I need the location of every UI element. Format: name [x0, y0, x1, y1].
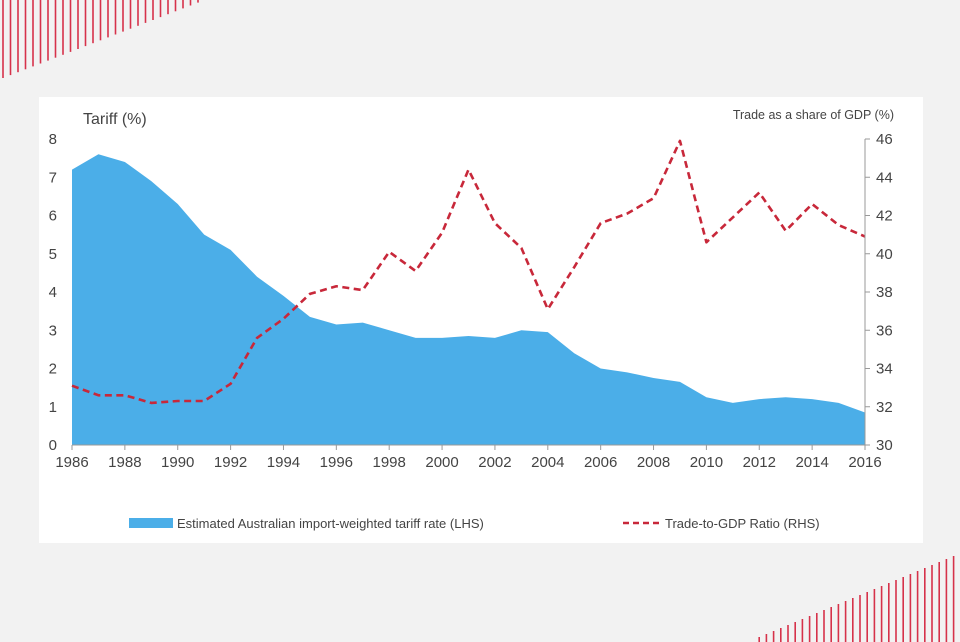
legend-swatch-tariff — [129, 518, 173, 528]
x-tick-label: 2000 — [425, 454, 458, 471]
x-tick-label: 1996 — [320, 454, 353, 471]
x-tick-label: 2014 — [795, 454, 828, 471]
line-layer — [71, 139, 866, 405]
left-tick-label: 2 — [49, 361, 57, 378]
right-axis-label: Trade as a share of GDP (%) — [733, 108, 894, 122]
left-tick-label: 7 — [49, 169, 57, 186]
left-tick-label: 1 — [49, 399, 57, 416]
x-tick-label: 1998 — [373, 454, 406, 471]
decorative-stripes-bottom-right — [758, 556, 955, 642]
legend-label-tariff: Estimated Australian import-weighted tar… — [177, 516, 484, 531]
x-tick-label: 1988 — [108, 454, 141, 471]
x-tick-label: 1990 — [161, 454, 194, 471]
legend: Estimated Australian import-weighted tar… — [129, 516, 820, 531]
decorative-stripes-top-left — [2, 0, 199, 78]
x-tick-label: 1986 — [55, 454, 88, 471]
right-tick-label: 46 — [876, 131, 893, 148]
right-tick-label: 42 — [876, 208, 893, 225]
x-tick-label: 2004 — [531, 454, 564, 471]
x-tick-label: 2012 — [743, 454, 776, 471]
area-layer — [72, 154, 865, 446]
x-tick-label: 1992 — [214, 454, 247, 471]
x-tick-label: 2008 — [637, 454, 670, 471]
right-tick-label: 34 — [876, 361, 893, 378]
ticks-layer: 1986 1988 1990 1992 1994 1996 1998 2000 2002 2004… — [49, 131, 893, 471]
x-tick-label: 2016 — [848, 454, 881, 471]
right-tick-label: 38 — [876, 284, 893, 301]
x-tick-label: 1994 — [267, 454, 300, 471]
x-tick-label: 2002 — [478, 454, 511, 471]
right-tick-label: 30 — [876, 437, 893, 454]
right-tick-label: 32 — [876, 399, 893, 416]
trade-to-gdp-line — [71, 139, 866, 405]
dual-axis-chart: 1986 1988 1990 1992 1994 1996 1998 2000 2002 2004… — [49, 108, 894, 531]
left-axis-label: Tariff (%) — [83, 111, 147, 128]
left-tick-label: 8 — [49, 131, 57, 148]
legend-label-trade: Trade-to-GDP Ratio (RHS) — [665, 516, 820, 531]
right-tick-label: 36 — [876, 322, 893, 339]
left-tick-label: 0 — [49, 437, 57, 454]
right-tick-label: 44 — [876, 169, 893, 186]
x-tick-label: 2006 — [584, 454, 617, 471]
left-tick-label: 3 — [49, 322, 57, 339]
left-tick-label: 6 — [49, 208, 57, 225]
chart-card: 1986 1988 1990 1992 1994 1996 1998 2000 2002 2004… — [39, 97, 923, 543]
left-tick-label: 4 — [49, 284, 57, 301]
right-tick-label: 40 — [876, 246, 893, 263]
x-tick-label: 2010 — [690, 454, 723, 471]
tariff-area — [72, 154, 865, 446]
left-tick-label: 5 — [49, 246, 57, 263]
